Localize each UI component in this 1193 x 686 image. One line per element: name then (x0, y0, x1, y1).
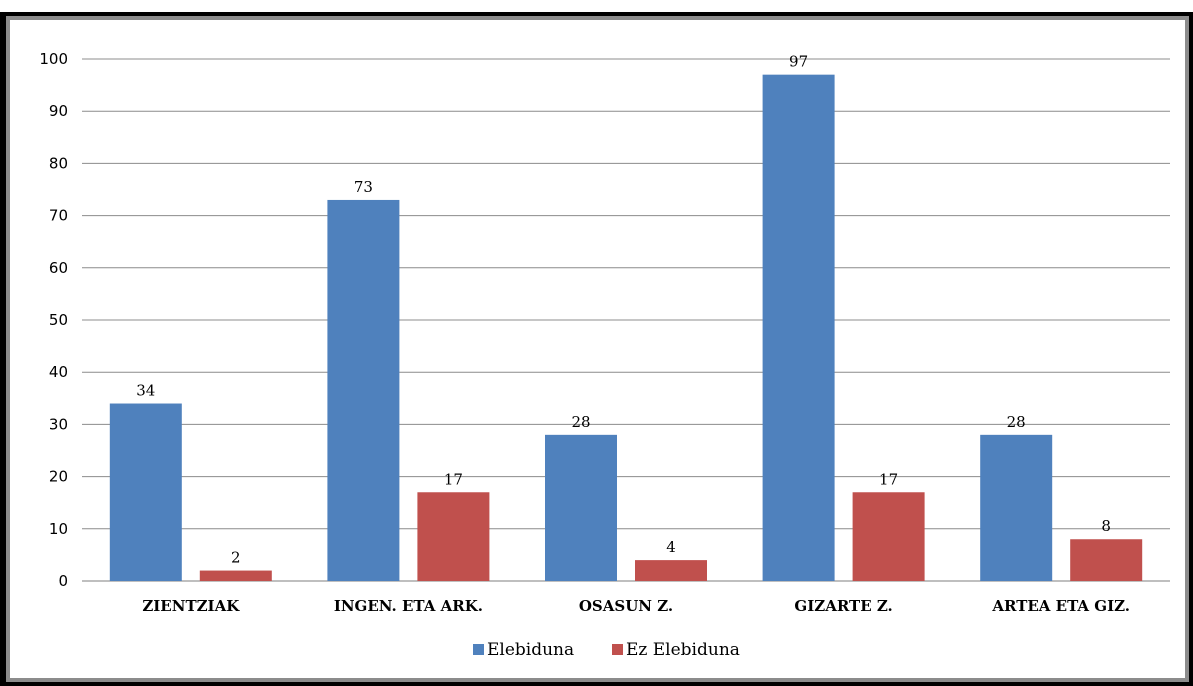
y-tick-label: 90 (49, 102, 68, 120)
data-label: 73 (354, 178, 373, 196)
legend-swatch (473, 644, 484, 655)
x-tick-label: INGEN. ETA ARK. (334, 597, 483, 615)
chart-panel: 0 10 20 30 40 50 60 70 80 90 100 34 2 ZIENTZIAK 73 17 IN… (10, 20, 1185, 678)
data-label: 8 (1101, 517, 1111, 535)
data-label: 17 (444, 470, 463, 488)
data-label: 28 (571, 413, 590, 431)
legend-label: Elebiduna (487, 640, 574, 660)
bar (545, 434, 617, 581)
y-tick-label: 40 (49, 363, 68, 381)
data-label: 4 (666, 538, 676, 556)
y-tick-label: 10 (49, 520, 68, 538)
bar (980, 434, 1053, 581)
bar (199, 570, 272, 581)
data-label: 97 (789, 53, 808, 71)
x-tick-label: ARTEA ETA GIZ. (991, 597, 1130, 615)
x-tick-label: GIZARTE Z. (794, 597, 892, 615)
legend-label: Ez Elebiduna (626, 640, 740, 660)
y-tick-label: 20 (49, 468, 68, 486)
data-label: 34 (136, 382, 155, 400)
y-tick-label: 80 (49, 154, 68, 172)
bar (417, 492, 490, 581)
bar-chart: 0 10 20 30 40 50 60 70 80 90 100 34 2 ZIENTZIAK 73 17 IN… (39, 50, 1170, 660)
bar (109, 403, 182, 581)
y-tick-label: 70 (49, 207, 68, 225)
y-tick-label: 100 (39, 50, 68, 68)
legend-swatch (612, 644, 623, 655)
data-label: 28 (1007, 413, 1026, 431)
y-tick-label: 60 (49, 259, 68, 277)
data-label: 2 (231, 549, 241, 567)
data-label: 17 (879, 470, 898, 488)
y-tick-label: 0 (58, 572, 68, 590)
x-tick-label: OSASUN Z. (579, 597, 673, 615)
bar (1070, 539, 1143, 581)
chart-frame: 0 10 20 30 40 50 60 70 80 90 100 34 2 ZIENTZIAK 73 17 IN… (0, 12, 1193, 686)
bar (762, 74, 835, 581)
bar (635, 560, 707, 581)
bar (852, 492, 925, 581)
y-tick-label: 30 (49, 415, 68, 433)
y-tick-label: 50 (49, 311, 68, 329)
x-tick-label: ZIENTZIAK (142, 597, 240, 615)
bar (327, 199, 400, 581)
